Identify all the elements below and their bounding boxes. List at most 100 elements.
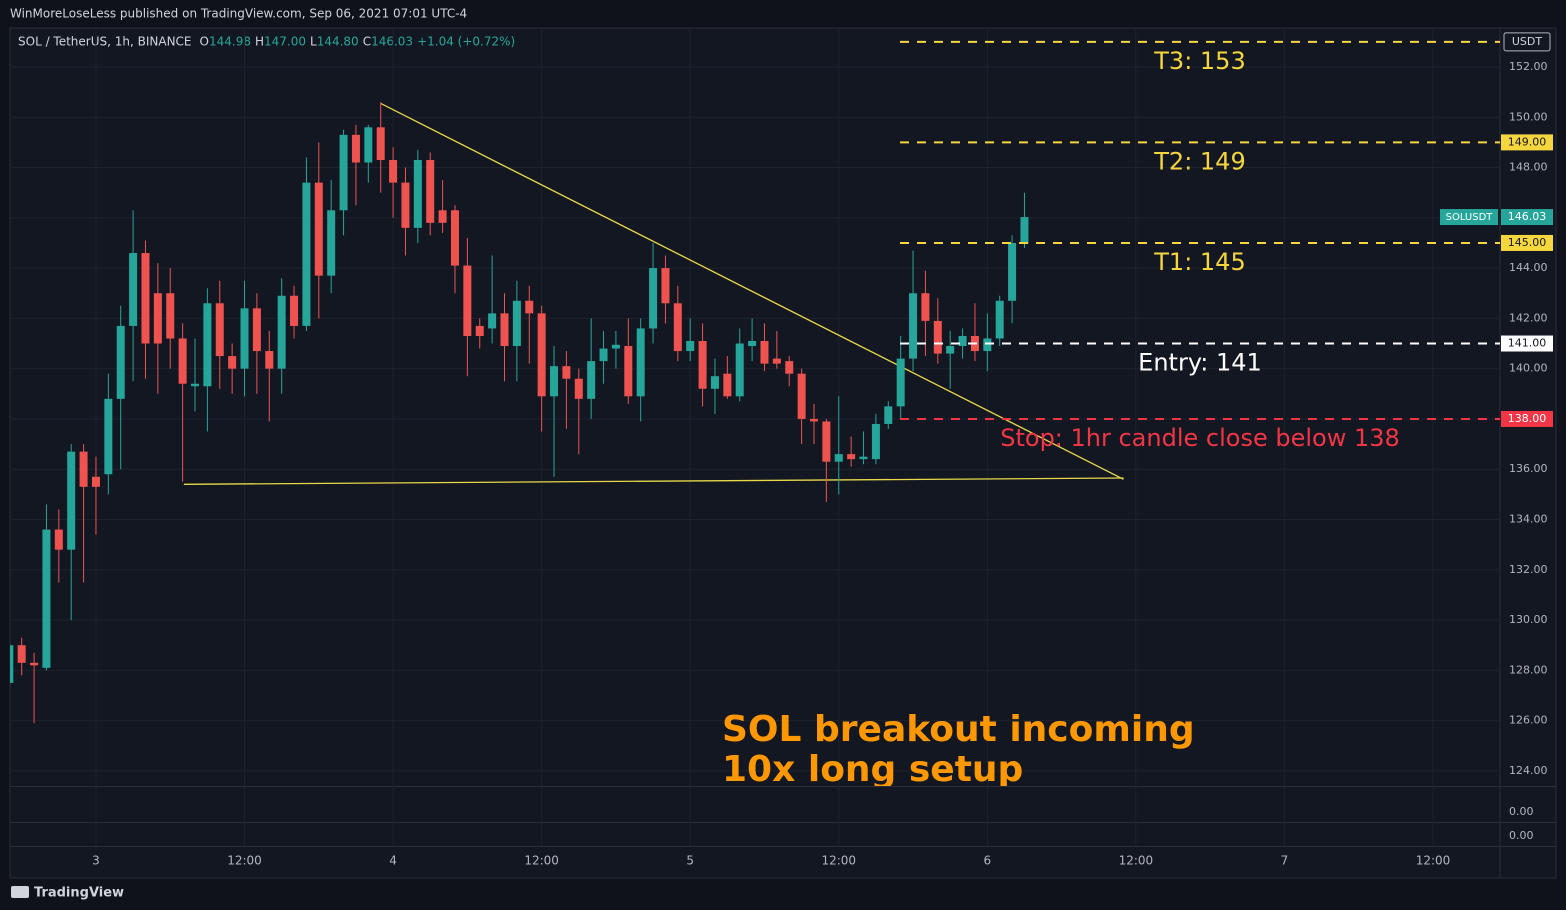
candle-body (983, 338, 992, 352)
level-label-box (1501, 134, 1553, 151)
candle-body (760, 341, 769, 364)
candle-body (475, 325, 484, 336)
pane-tick-label: 0.00 (1509, 805, 1534, 818)
main-pane: T3: 153 T2: 149 T1: 145 Entry: 141 Stop: 1hr… (10, 28, 1500, 790)
candle-body (649, 268, 658, 329)
candle-body (314, 182, 323, 276)
candle-body (178, 338, 187, 384)
candle-body (958, 335, 967, 347)
candle-body (698, 341, 707, 389)
legend-change: +1.04 (+0.72%) (417, 35, 515, 49)
candle-body (661, 268, 670, 304)
candle-body (488, 313, 497, 329)
candle-body (611, 344, 620, 349)
published-note: WinMoreLoseLess published on TradingView… (10, 7, 467, 21)
candle-body (463, 265, 472, 336)
level-label: 145.00 (1508, 236, 1547, 249)
y-tick-label: 148.00 (1509, 161, 1548, 174)
level-text: T1: 145 (1153, 248, 1245, 276)
candle-body (772, 358, 781, 364)
x-tick-label: 7 (1281, 854, 1289, 868)
candle-body (401, 182, 410, 228)
currency-label: USDT (1512, 35, 1543, 48)
candle-body (116, 325, 125, 399)
trendline (183, 477, 1124, 485)
candle-body (1020, 217, 1029, 244)
candle-body (30, 662, 39, 666)
x-tick-label: 12:00 (821, 854, 856, 868)
last-price-name: SOLUSDT (1446, 212, 1494, 223)
candle-body (438, 210, 447, 223)
y-tick-label: 128.00 (1509, 663, 1548, 676)
x-tick-label: 4 (389, 854, 397, 868)
candle-body (302, 182, 311, 326)
level-text: T2: 149 (1153, 147, 1245, 175)
candle-body (252, 308, 261, 352)
candle-body (500, 313, 509, 347)
legend-value: 147.00 (264, 35, 306, 49)
legend-value: 146.03 (371, 35, 413, 49)
candle-body (710, 376, 719, 389)
candle-body (79, 451, 88, 487)
y-tick-label: 144.00 (1509, 261, 1548, 274)
candle-body (512, 300, 521, 347)
x-tick-label: 12:00 (524, 854, 559, 868)
candle-body (909, 293, 918, 359)
candle-body (141, 253, 150, 344)
candle-body (871, 423, 880, 460)
level-label-box (1501, 335, 1553, 352)
candle-body (921, 293, 930, 321)
candle-body (153, 293, 162, 344)
candle-body (240, 308, 249, 369)
candle-body (735, 343, 744, 397)
y-tick-label: 126.00 (1509, 714, 1548, 727)
last-price-name-box (1440, 209, 1498, 226)
candle-body (550, 366, 559, 397)
candle-body (450, 210, 459, 266)
candle-body (785, 361, 794, 374)
candle-body (562, 366, 571, 379)
candle-body (847, 454, 856, 460)
candle-body (10, 645, 14, 683)
candle-body (215, 303, 224, 357)
x-tick-label: 5 (686, 854, 694, 868)
candle-body (636, 328, 645, 397)
candle-body (389, 159, 398, 183)
candle-body (946, 346, 955, 354)
candle-body (933, 320, 942, 354)
candle-body (42, 529, 51, 668)
y-tick-label: 152.00 (1509, 60, 1548, 73)
level-label: 149.00 (1508, 135, 1547, 148)
candle-body (91, 476, 100, 487)
x-tick-label: 12:00 (1416, 854, 1451, 868)
legend-key: L (310, 35, 317, 49)
annotation-text: 10x long setup (722, 749, 1023, 790)
last-price-label: 146.03 (1508, 210, 1547, 223)
x-tick-label: 3 (92, 854, 100, 868)
candle-body (748, 341, 757, 347)
candle-body (884, 406, 893, 424)
y-tick-label: 140.00 (1509, 362, 1548, 375)
level-label: 138.00 (1508, 412, 1547, 425)
candle-body (426, 159, 435, 223)
candle-body (104, 398, 113, 475)
annotation-text: SOL breakout incoming (722, 709, 1195, 750)
candle-body (67, 451, 76, 550)
candle-body (166, 293, 175, 339)
level-label-box (1501, 234, 1553, 251)
candle-body (191, 383, 199, 387)
trendline (380, 102, 1124, 480)
candle-body (995, 300, 1004, 339)
x-tick-label: 12:00 (1119, 854, 1154, 868)
last-price-box (1501, 209, 1553, 226)
candle-body (822, 421, 831, 462)
candle-body (723, 373, 732, 397)
candle-body (859, 456, 868, 460)
candle-body (537, 313, 546, 397)
symbol: SOL / TetherUS, 1h, BINANCE (18, 35, 192, 49)
brand-logo (11, 886, 29, 898)
candle-body (574, 378, 583, 399)
candle-body (265, 351, 274, 369)
